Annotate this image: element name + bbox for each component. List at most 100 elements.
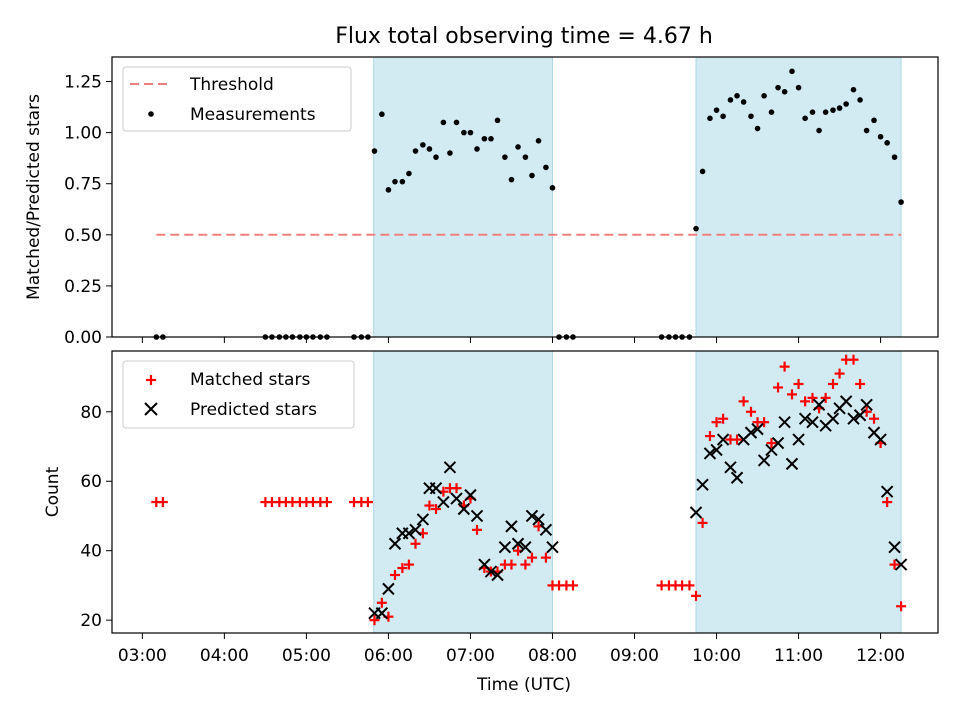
measurement-point [529, 172, 535, 179]
matched-star-marker [889, 559, 900, 570]
matched-star-marker [820, 392, 831, 403]
matched-star-marker [896, 601, 907, 612]
predicted-star-marker [751, 422, 764, 436]
measurements-legend-label: Measurements [190, 105, 316, 125]
measurement-point [371, 148, 378, 154]
predicted-star-marker [874, 433, 887, 446]
matched-star-marker [684, 580, 695, 591]
predicted-star-marker [744, 426, 758, 439]
x-tick-label: 11:00 [774, 646, 823, 666]
matched-star-marker [834, 368, 845, 379]
predicted-star-marker [689, 506, 703, 519]
measurement-point [850, 86, 857, 93]
matched-star-marker [567, 580, 578, 591]
predicted-star-marker [484, 565, 498, 578]
predicted-star-marker [860, 398, 873, 412]
measurement-point [761, 93, 767, 99]
measurement-point [379, 111, 385, 118]
threshold-legend-label: Threshold [189, 75, 274, 95]
top-y-axis-label: Matched/Predicted stars [24, 94, 44, 300]
predicted-star-marker [532, 513, 545, 526]
predicted-star-marker [525, 509, 539, 523]
predicted-star-marker [730, 471, 744, 484]
matched-star-marker [506, 559, 517, 570]
chart-title: Flux total observing time = 4.67 h [335, 24, 713, 49]
measurement-point [802, 115, 808, 122]
measurement-point [508, 176, 515, 183]
matched-star-marker [697, 517, 708, 528]
measurement-point [426, 146, 433, 152]
bottom-legend-box [122, 360, 355, 429]
matched-star-marker [526, 552, 537, 563]
measurement-point [707, 115, 713, 122]
measurement-point [488, 135, 494, 142]
predicted-stars-points [368, 395, 908, 620]
matched-star-marker [472, 524, 483, 535]
matched-star-marker [403, 559, 414, 570]
top-y-tick-label: 0.75 [64, 175, 102, 195]
predicted-star-marker [703, 447, 717, 460]
predicted-star-marker [539, 523, 553, 537]
matched-star-marker [779, 361, 790, 372]
predicted-star-marker [798, 412, 812, 425]
matched-star-marker [397, 563, 408, 574]
top-y-tick-label: 0.50 [64, 226, 102, 246]
matched-star-marker [786, 389, 797, 400]
predicted-star-marker [382, 582, 395, 596]
top-panel: 0.00 0.25 0.50 0.75 1.00 1.25 Matched/Predict… [24, 56, 939, 348]
predicted-star-marker [894, 558, 908, 571]
measurement-point [399, 178, 406, 185]
matched-star-marker [766, 438, 777, 449]
predicted-star-marker [437, 495, 450, 509]
bottom-y-axis-label: Count [43, 466, 63, 517]
top-y-tick-label: 1.25 [64, 73, 102, 93]
measurement-point [713, 107, 720, 113]
predicted-star-marker [757, 454, 771, 467]
measurement-point [795, 84, 802, 91]
measurement-point [440, 119, 447, 126]
x-tick-label: 05:00 [282, 646, 331, 666]
measurement-point [740, 99, 747, 105]
measurement-point [822, 109, 829, 115]
predicted-star-marker [457, 502, 471, 516]
measurement-point [412, 148, 419, 154]
top-y-tick-label: 0.00 [64, 328, 102, 348]
measurement-point [898, 199, 904, 205]
top-legend-box [122, 66, 352, 132]
measurement-point [453, 119, 460, 126]
matched-star-marker [745, 406, 756, 417]
matched-star-marker [807, 392, 818, 403]
x-tick-label: 12:00 [856, 646, 905, 666]
measurement-point [699, 168, 706, 175]
bottom-y-ticks: 20 40 60 80 [80, 403, 112, 631]
measurement-point [522, 154, 529, 160]
measurement-point [420, 142, 426, 148]
measurement-point [871, 117, 877, 124]
predicted-star-marker [546, 541, 559, 554]
bottom-legend: Matched stars Predicted stars [122, 360, 355, 429]
matched-star-marker [855, 378, 866, 389]
x-axis-label: Time (UTC) [476, 675, 571, 695]
x-tick-label: 04:00 [200, 646, 249, 666]
predicted-legend-label: Predicted stars [190, 400, 317, 420]
predicted-star-marker [470, 509, 484, 523]
matched-star-marker [738, 396, 749, 407]
measurement-point [392, 178, 398, 185]
predicted-star-marker [710, 443, 723, 457]
predicted-star-marker [498, 541, 512, 554]
x-tick-label: 09:00 [610, 646, 659, 666]
measurement-point [809, 109, 816, 115]
matched-star-marker [389, 570, 400, 581]
matched-star-marker [431, 504, 442, 515]
matched-star-marker [520, 559, 531, 570]
bottom-y-tick-label: 60 [80, 472, 102, 492]
predicted-star-marker [409, 523, 422, 537]
matched-star-marker [711, 417, 722, 428]
measurement-point [494, 117, 501, 124]
predicted-star-marker [785, 457, 799, 471]
measurement-point [467, 129, 474, 136]
top-y-ticks: 0.00 0.25 0.50 0.75 1.00 1.25 [64, 73, 112, 348]
measurement-point [748, 113, 754, 120]
predicted-star-marker [771, 436, 785, 450]
measurement-point [891, 154, 898, 160]
